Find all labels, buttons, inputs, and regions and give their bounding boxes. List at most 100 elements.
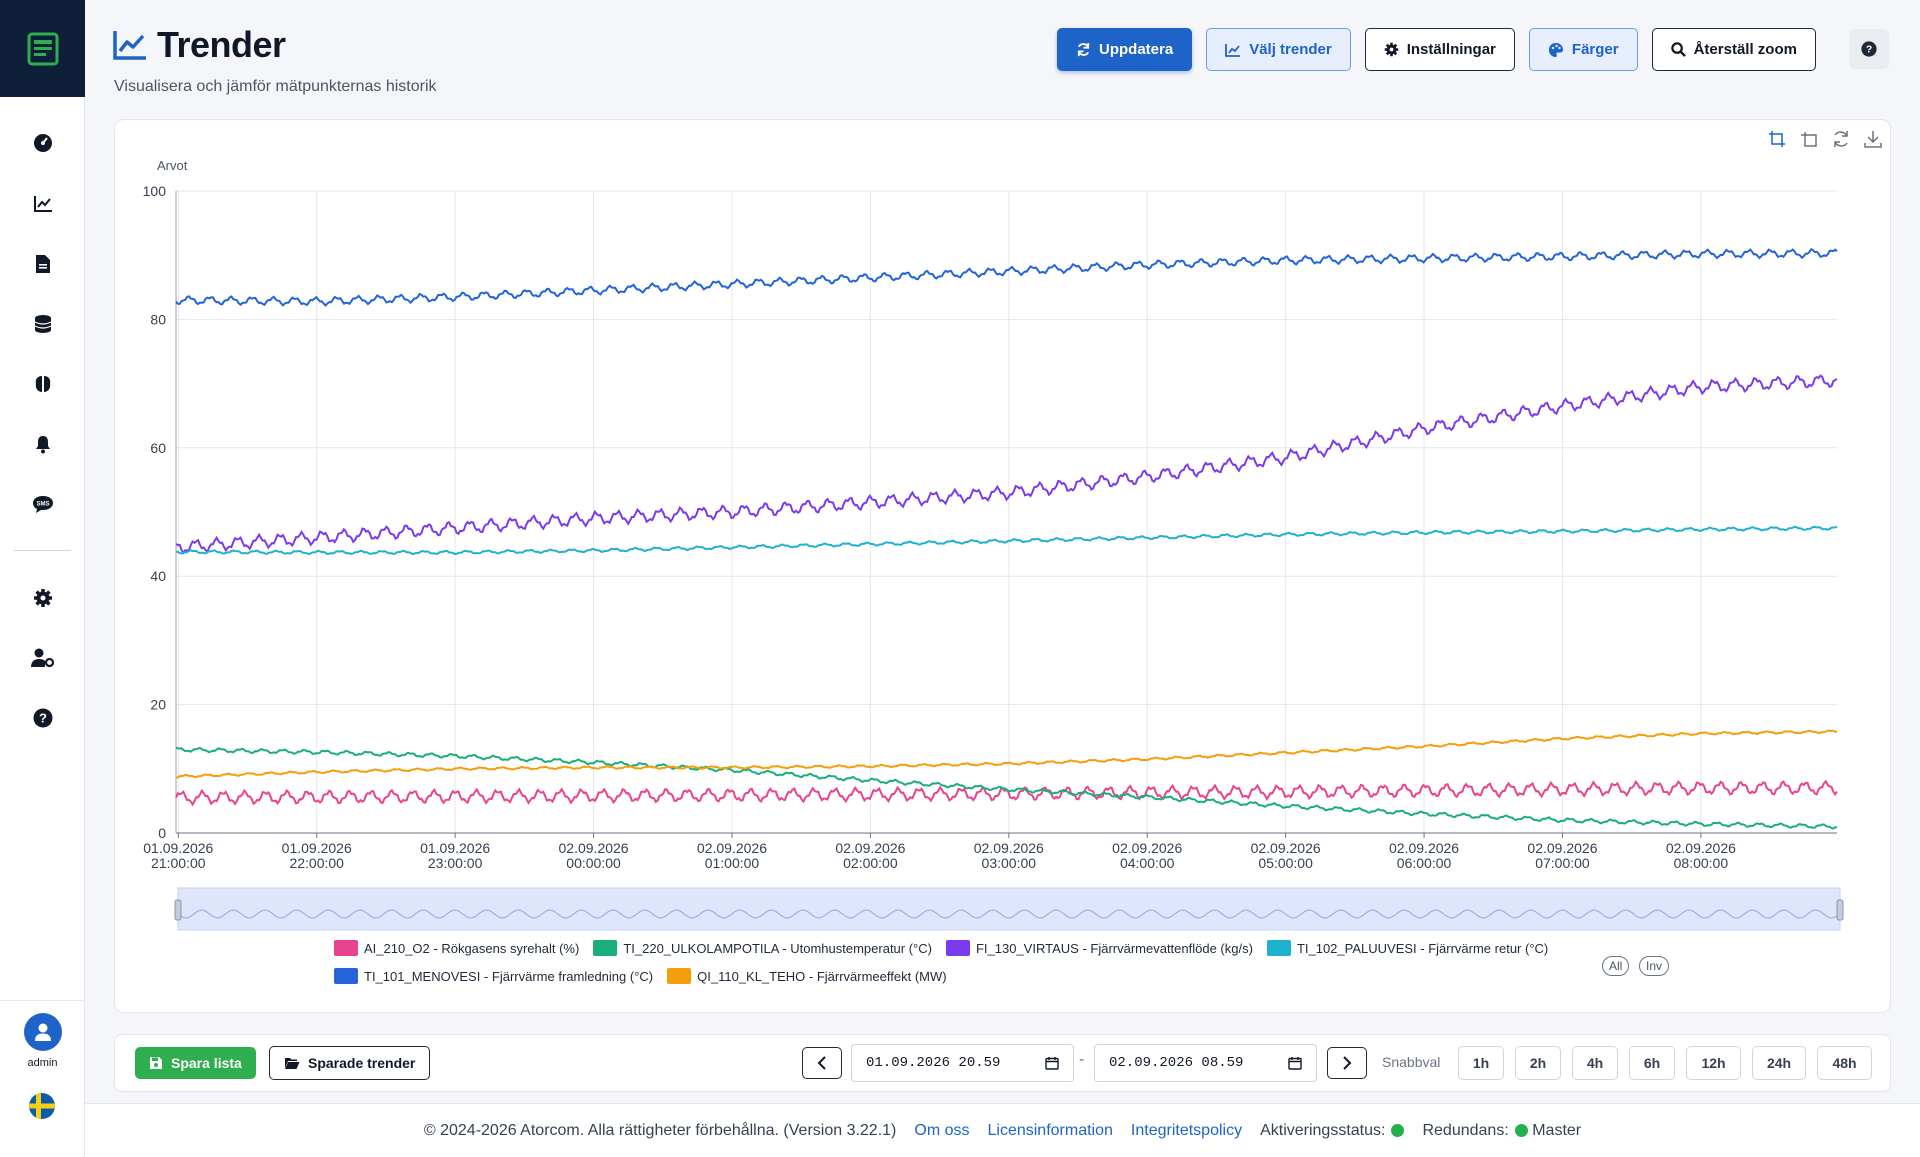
legend-item[interactable]: TI_220_ULKOLAMPOTILA - Utomhustemperatur… <box>593 940 932 956</box>
legend-swatch <box>334 940 358 956</box>
zoom-select-icon[interactable] <box>1766 128 1788 150</box>
activation-label: Aktiveringsstatus: <box>1260 1121 1386 1139</box>
chart-line-icon <box>1225 43 1241 57</box>
quick-4h-button[interactable]: 4h <box>1572 1046 1618 1080</box>
legend-swatch <box>945 940 970 956</box>
legend-swatch <box>667 968 692 984</box>
reset-zoom-button[interactable]: Återställ zoom <box>1651 28 1816 71</box>
legend-label: TI_220_ULKOLAMPOTILA - Utomhustemperatur… <box>623 940 932 956</box>
nav-trends[interactable] <box>0 184 85 224</box>
chevron-left-icon <box>817 1056 826 1070</box>
avatar[interactable] <box>23 1013 62 1051</box>
redundancy-status: Redundans: Master <box>1422 1122 1581 1140</box>
legend-item[interactable]: QI_110_KL_TEHO - Fjärrvärmeeffekt (MW) <box>667 968 947 984</box>
logo-icon <box>27 32 58 65</box>
legend-label: QI_110_KL_TEHO - Fjärrvärmeeffekt (MW) <box>697 968 947 984</box>
settings-button[interactable]: Inställningar <box>1364 28 1515 71</box>
saved-trends-label: Sparade trender <box>308 1055 416 1071</box>
legend-item[interactable]: TI_102_PALUUVESI - Fjärrvärme retur (°C) <box>1266 940 1548 956</box>
nav-user-settings[interactable] <box>0 638 85 678</box>
legend-all-button[interactable]: All <box>1602 956 1630 976</box>
bottom-bar: Spara lista Sparade trender 01.09.2026 2… <box>114 1034 1891 1092</box>
svg-text:?: ? <box>1866 45 1872 56</box>
quick-select-label: Snabbval <box>1382 1054 1441 1070</box>
search-icon <box>1670 42 1686 57</box>
user-name: admin <box>27 1057 58 1069</box>
save-icon <box>150 1057 162 1069</box>
app-logo[interactable] <box>0 0 85 97</box>
user-settings-icon <box>30 648 54 668</box>
nav-database[interactable] <box>0 304 85 344</box>
footer: © 2024-2026 Atorcom. Alla rättigheter fö… <box>85 1103 1920 1157</box>
settings-label: Inställningar <box>1406 41 1496 58</box>
date-from-value: 01.09.2026 20.59 <box>866 1055 1001 1071</box>
nav-reports[interactable] <box>0 244 85 284</box>
nav-ai[interactable] <box>0 364 85 404</box>
saved-trends-button[interactable]: Sparade trender <box>269 1046 431 1080</box>
quick-1h-button[interactable]: 1h <box>1458 1046 1504 1080</box>
zoom-back-icon[interactable] <box>1798 128 1820 150</box>
restore-icon[interactable] <box>1830 128 1852 150</box>
quick-24h-button[interactable]: 24h <box>1752 1046 1806 1080</box>
legend-label: AI_210_O2 - Rökgasens syrehalt (%) <box>364 940 580 956</box>
legend-item[interactable]: FI_130_VIRTAUS - Fjärrvärmevattenflöde (… <box>945 940 1253 956</box>
gear-icon <box>1384 42 1398 57</box>
legend-item[interactable]: TI_101_MENOVESI - Fjärrvärme framledning… <box>334 968 653 984</box>
question-icon: ? <box>1861 41 1877 57</box>
select-trends-button[interactable]: Välj trender <box>1206 28 1351 71</box>
sidebar-divider <box>14 550 71 551</box>
nav-alarms[interactable] <box>0 424 85 464</box>
svg-text:?: ? <box>39 711 47 726</box>
save-list-label: Spara lista <box>171 1055 242 1071</box>
settings-icon <box>33 589 52 607</box>
license-link[interactable]: Licensinformation <box>987 1121 1113 1139</box>
chart-toolbox <box>1766 128 1890 150</box>
page-title: Trender <box>113 24 286 66</box>
calendar-icon[interactable] <box>1045 1056 1059 1070</box>
nav-sms[interactable]: SMS <box>0 484 85 524</box>
redundancy-value: Master <box>1532 1121 1582 1139</box>
sms-icon: SMS <box>32 496 53 513</box>
legend-label: TI_101_MENOVESI - Fjärrvärme framledning… <box>364 968 654 984</box>
palette-icon <box>1548 42 1563 57</box>
nav-help[interactable]: ? <box>0 698 85 738</box>
date-to-input[interactable]: 02.09.2026 08.59 <box>1094 1044 1317 1082</box>
refresh-label: Uppdatera <box>1099 41 1174 58</box>
nav-dashboard[interactable] <box>0 123 85 163</box>
user-icon <box>34 1023 51 1041</box>
save-list-button[interactable]: Spara lista <box>135 1047 256 1079</box>
refresh-icon <box>1077 42 1090 57</box>
select-trends-label: Välj trender <box>1249 41 1332 58</box>
colors-button[interactable]: Färger <box>1528 28 1638 71</box>
trend-icon <box>33 196 52 212</box>
legend-label: FI_130_VIRTAUS - Fjärrvärmevattenflöde (… <box>975 940 1253 956</box>
legend-swatch <box>334 968 358 984</box>
help-button[interactable]: ? <box>1849 29 1889 69</box>
quick-12h-button[interactable]: 12h <box>1686 1046 1741 1080</box>
report-icon <box>35 255 50 273</box>
calendar-icon[interactable] <box>1288 1056 1302 1070</box>
previous-period-button[interactable] <box>802 1047 842 1079</box>
next-period-button[interactable] <box>1327 1047 1367 1079</box>
about-link[interactable]: Om oss <box>914 1121 970 1139</box>
bell-icon <box>35 436 50 454</box>
legend-swatch <box>1266 940 1291 956</box>
legend-invert-button[interactable]: Inv <box>1639 956 1670 976</box>
privacy-link[interactable]: Integritetspolicy <box>1130 1121 1243 1139</box>
nav-settings[interactable] <box>0 578 85 618</box>
page-subtitle: Visualisera och jämför mätpunkternas his… <box>114 78 437 95</box>
download-icon[interactable] <box>1862 128 1884 150</box>
language-flag-icon[interactable] <box>29 1093 55 1119</box>
date-from-input[interactable]: 01.09.2026 20.59 <box>851 1044 1074 1082</box>
quick-6h-button[interactable]: 6h <box>1629 1046 1675 1080</box>
refresh-button[interactable]: Uppdatera <box>1057 28 1193 71</box>
chevron-right-icon <box>1343 1056 1352 1070</box>
quick-48h-button[interactable]: 48h <box>1817 1046 1872 1080</box>
user-menu[interactable]: admin <box>0 1000 85 1069</box>
date-separator: - <box>1079 1051 1085 1068</box>
reset-zoom-label: Återställ zoom <box>1693 41 1797 58</box>
dashboard-icon <box>33 134 52 152</box>
legend-item[interactable]: AI_210_O2 - Rökgasens syrehalt (%) <box>334 940 579 956</box>
toolbar: Uppdatera Välj trender Inställningar Fär… <box>1057 28 1816 71</box>
quick-2h-button[interactable]: 2h <box>1515 1046 1561 1080</box>
